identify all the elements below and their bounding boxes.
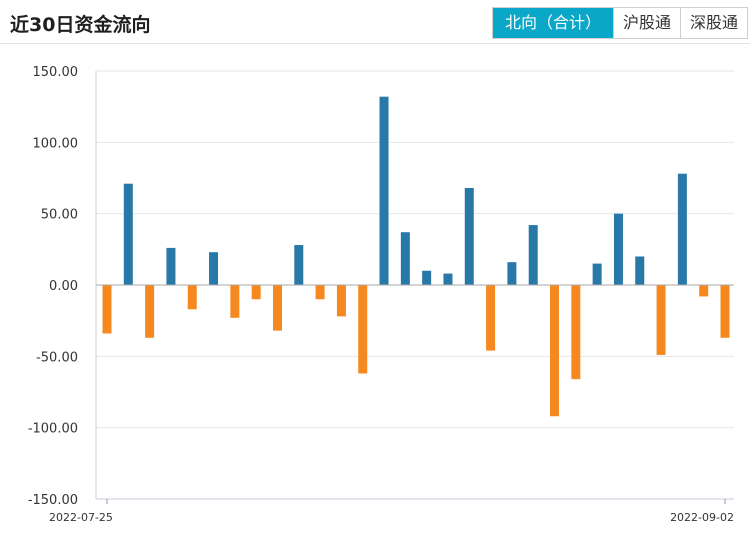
bar	[528, 225, 538, 285]
bars	[102, 96, 730, 417]
bar	[720, 285, 730, 338]
y-tick-label: 50.00	[41, 208, 78, 223]
panel-title: 近30日资金流向	[10, 14, 151, 36]
bar	[550, 285, 560, 417]
y-axis-tick-labels: 150.00 100.00 50.00 0.00 -50.00 -100.00 -150.0…	[28, 65, 78, 508]
bar	[209, 252, 219, 285]
x-label-end: 2022-09-02	[670, 511, 734, 524]
bar	[699, 285, 709, 297]
bar	[315, 285, 325, 300]
bar	[443, 273, 453, 285]
bar	[358, 285, 368, 374]
tab-group: 北向（合计） 沪股通 深股通	[491, 7, 748, 39]
bar	[272, 285, 282, 331]
y-tick-label: -50.00	[36, 350, 78, 365]
bar	[507, 262, 517, 285]
fund-flow-chart: 150.00 100.00 50.00 0.00 -50.00 -100.00 -150.0…	[28, 65, 734, 524]
axes	[95, 71, 734, 504]
bar	[123, 183, 133, 285]
bar	[464, 187, 474, 285]
bar	[251, 285, 261, 300]
bar	[145, 285, 155, 338]
y-tick-label: 150.00	[33, 65, 79, 80]
bar	[336, 285, 346, 317]
y-tick-label: -150.00	[28, 493, 78, 508]
bar	[571, 285, 581, 380]
bar	[656, 285, 666, 355]
y-tick-label: 0.00	[49, 279, 78, 294]
tab-shenzhen-connect[interactable]: 深股通	[679, 8, 747, 38]
bar	[230, 285, 240, 318]
bar	[379, 96, 389, 286]
panel-header: 近30日资金流向 北向（合计） 沪股通 深股通	[0, 0, 750, 44]
x-axis-labels: 2022-07-25 2022-09-02	[49, 511, 734, 524]
bar	[592, 263, 602, 285]
x-label-start: 2022-07-25	[49, 511, 113, 524]
bar	[486, 285, 496, 351]
bar	[677, 173, 687, 285]
bar	[613, 213, 623, 285]
bar	[166, 247, 176, 285]
bar	[400, 232, 410, 285]
tab-northbound-total[interactable]: 北向（合计）	[492, 8, 613, 38]
bar	[102, 285, 112, 334]
y-tick-label: 100.00	[33, 136, 79, 151]
bar	[635, 256, 645, 285]
bar	[422, 270, 432, 285]
tab-shanghai-connect[interactable]: 沪股通	[612, 8, 680, 38]
y-tick-label: -100.00	[28, 422, 78, 437]
bar	[187, 285, 197, 310]
bar	[294, 245, 304, 285]
